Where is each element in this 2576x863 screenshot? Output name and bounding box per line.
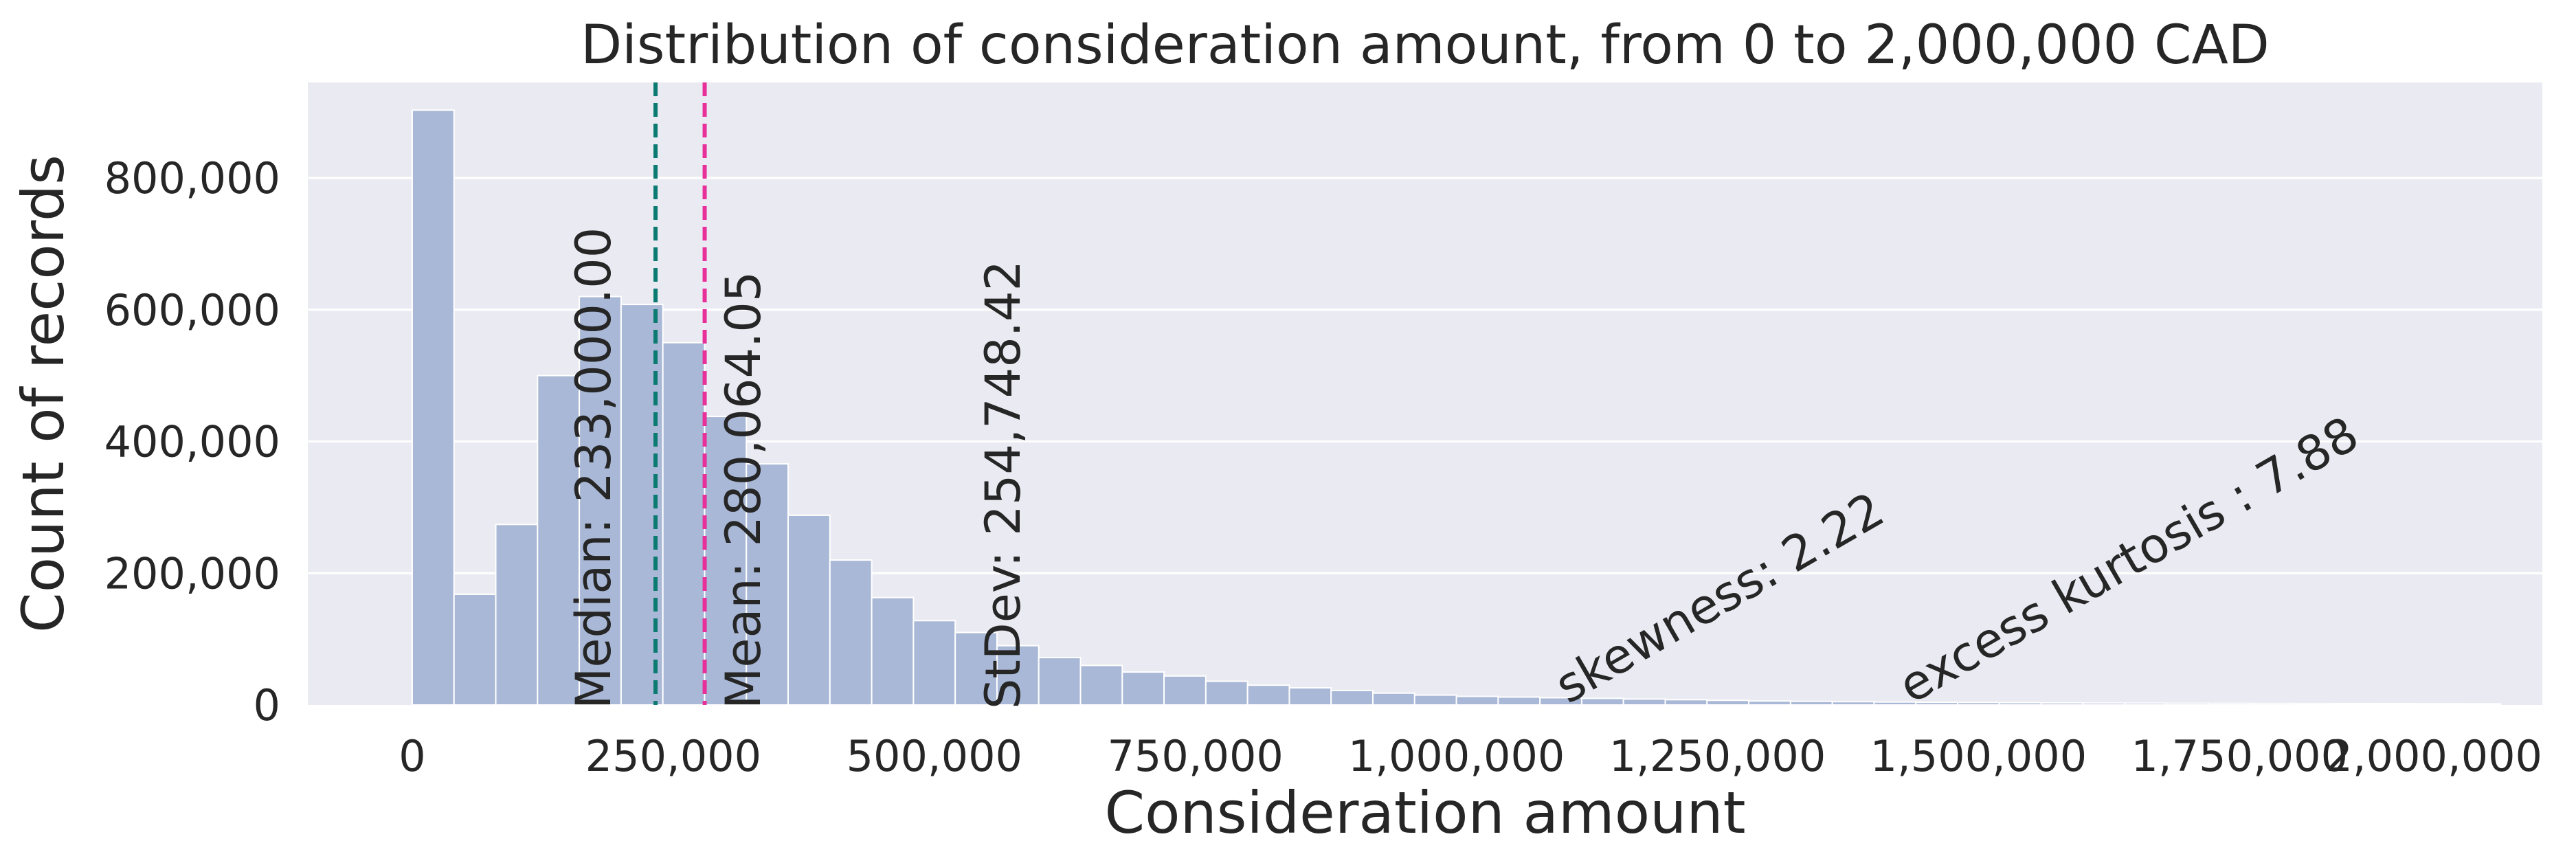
reference-lines [653, 82, 707, 705]
histogram-bar [2374, 703, 2418, 706]
histogram-bar [1622, 698, 1666, 706]
x-tick-label: 750,000 [1107, 731, 1283, 781]
histogram-bar [1497, 696, 1541, 706]
y-tick-labels: 0 200,000 400,000 600,000 800,000 [104, 153, 280, 730]
histogram-bar [1413, 694, 1457, 706]
histogram-bar [787, 514, 831, 706]
histogram-bar [1038, 656, 1082, 706]
histogram-bars [411, 109, 2502, 706]
x-tick-label: 2,000,000 [2325, 731, 2542, 781]
median-annotation: Median: 233,000.00 [565, 227, 622, 709]
histogram-bar [829, 559, 873, 706]
histogram-bar [662, 341, 706, 706]
histogram-bar [912, 620, 956, 706]
histogram-bar [954, 631, 998, 706]
histogram-bar [1288, 687, 1332, 706]
x-tick-labels: 0 250,000 500,000 750,000 1,000,000 1,250,000… [399, 731, 2542, 781]
histogram-bar [1998, 702, 2042, 706]
mean-annotation: Mean: 280,064.05 [715, 271, 772, 709]
stdev-annotation: StDev: 254,748.42 [975, 260, 1031, 709]
y-tick-label: 200,000 [104, 548, 280, 598]
histogram-bar [2040, 702, 2084, 706]
histogram-bar [1706, 699, 1750, 706]
histogram-bar [1748, 700, 1791, 706]
histogram-bar [1205, 680, 1248, 706]
histogram-bar [2124, 702, 2167, 706]
y-axis-label: Count of records [10, 155, 77, 633]
histogram-bar [1789, 700, 1833, 706]
y-tick-label: 600,000 [104, 285, 280, 335]
y-tick-label: 800,000 [104, 153, 280, 203]
histogram-bar [1664, 699, 1708, 706]
histogram-bar [2082, 702, 2126, 706]
x-tick-label: 1,250,000 [1609, 731, 1826, 781]
x-tick-label: 250,000 [585, 731, 761, 781]
histogram-bar [871, 596, 915, 706]
x-tick-label: 500,000 [847, 731, 1022, 781]
histogram-bar [1957, 702, 2000, 706]
x-tick-label: 1,750,000 [2131, 731, 2349, 781]
histogram-bar [2333, 702, 2376, 706]
histogram-bar [746, 463, 789, 706]
histogram-bar [2165, 702, 2209, 706]
y-tick-label: 400,000 [104, 417, 280, 467]
histogram-bar [1372, 692, 1415, 706]
x-tick-label: 1,500,000 [1870, 731, 2087, 781]
histogram-bar [1121, 671, 1165, 706]
x-axis-label: Consideration amount [1104, 779, 1745, 847]
histogram-bar [537, 374, 581, 706]
histogram-bar [1455, 695, 1499, 706]
y-tick-label: 0 [254, 680, 280, 730]
histogram-bar [2458, 703, 2502, 706]
histogram-bar [579, 295, 622, 706]
histogram-bar [1246, 684, 1290, 706]
x-tick-label: 0 [399, 731, 425, 781]
histogram-bar [2249, 702, 2293, 706]
x-tick-label: 1,000,000 [1348, 731, 1565, 781]
histogram-bar [2291, 702, 2335, 706]
histogram-bar [495, 524, 539, 706]
histogram-bar [1873, 701, 1917, 706]
histogram-bar [411, 109, 455, 706]
histogram-bar [1330, 689, 1374, 706]
histogram-bar [1831, 701, 1875, 706]
histogram-bar [2416, 703, 2460, 706]
histogram-bar [453, 593, 497, 706]
histogram-bar [1163, 675, 1207, 706]
chart-title: Distribution of consideration amount, fr… [581, 14, 2270, 76]
histogram-bar [1079, 664, 1123, 706]
histogram-bar [2207, 702, 2251, 706]
